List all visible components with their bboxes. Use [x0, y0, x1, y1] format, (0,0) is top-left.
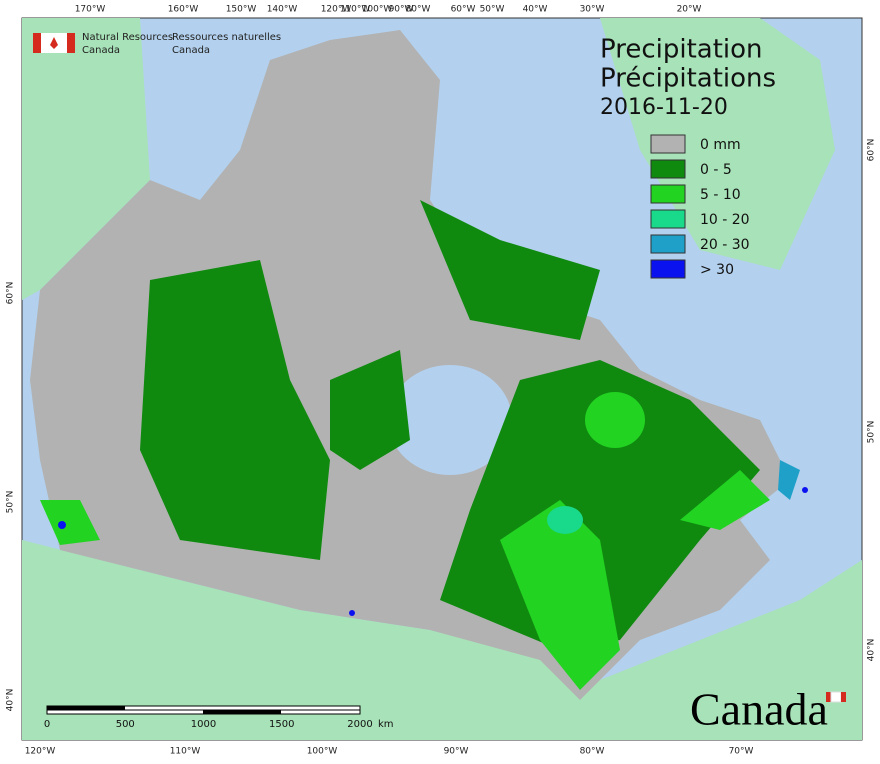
legend-swatch [650, 209, 686, 229]
graticule-label: 20°W [677, 5, 702, 15]
graticule-label: 40°W [523, 5, 548, 15]
scale-label: 1000 [191, 719, 216, 730]
legend-swatch [650, 159, 686, 179]
graticule-label: 60°W [451, 5, 476, 15]
graticule-label: 100°W [307, 747, 338, 757]
graticule-label: 30°W [580, 5, 605, 15]
title: Précipitations [600, 64, 776, 94]
scale-label: 0 [44, 719, 50, 730]
legend-label: 0 - 5 [700, 162, 732, 178]
logo-text: Natural Resources [82, 32, 173, 43]
graticule-label: 80°W [406, 5, 431, 15]
graticule-label: 50°N [867, 421, 877, 444]
graticule-label: 120°W [321, 5, 352, 15]
logo-text: Canada [82, 45, 120, 56]
date: 2016-11-20 [600, 95, 728, 120]
legend-label: 10 - 20 [700, 212, 750, 228]
logo-text: Ressources naturelles [172, 32, 281, 43]
legend-label: > 30 [700, 262, 734, 278]
graticule-label: 60°N [6, 282, 16, 305]
graticule-label: 140°W [267, 5, 298, 15]
legend-swatch [650, 259, 686, 279]
graticule-label: 110°W [340, 5, 371, 15]
graticule-label: 120°W [25, 747, 56, 757]
graticule-label: 60°N [867, 139, 877, 162]
graticule-label: 40°N [6, 689, 16, 712]
legend-label: 20 - 30 [700, 237, 750, 253]
graticule-label: 90°W [444, 747, 469, 757]
logo-text: Canada [172, 45, 210, 56]
graticule-label: 110°W [170, 747, 201, 757]
graticule-label: 70°W [729, 747, 754, 757]
scale-label: 2000 [347, 719, 372, 730]
flag-logo [33, 33, 75, 53]
scale-bar [46, 705, 361, 715]
graticule-label: 90°W [389, 5, 414, 15]
graticule-label: 50°W [480, 5, 505, 15]
graticule-label: 160°W [168, 5, 199, 15]
scale-label: 1500 [269, 719, 294, 730]
graticule-label: 170°W [75, 5, 106, 15]
legend-swatch [650, 234, 686, 254]
legend-swatch [650, 184, 686, 204]
graticule-label: 150°W [226, 5, 257, 15]
land [22, 18, 862, 740]
legend-swatch [650, 134, 686, 154]
scale-label: 500 [116, 719, 135, 730]
graticule-label: 80°W [580, 747, 605, 757]
graticule-label: 50°N [6, 491, 16, 514]
title: Precipitation [600, 35, 763, 65]
legend-label: 5 - 10 [700, 187, 741, 203]
legend-label: 0 mm [700, 137, 741, 153]
wordmark-text: Canada [690, 684, 828, 735]
graticule-label: 100°W [362, 5, 393, 15]
graticule-label: 40°N [867, 639, 877, 662]
scale-unit: km [378, 719, 394, 730]
wordmark [826, 691, 846, 703]
